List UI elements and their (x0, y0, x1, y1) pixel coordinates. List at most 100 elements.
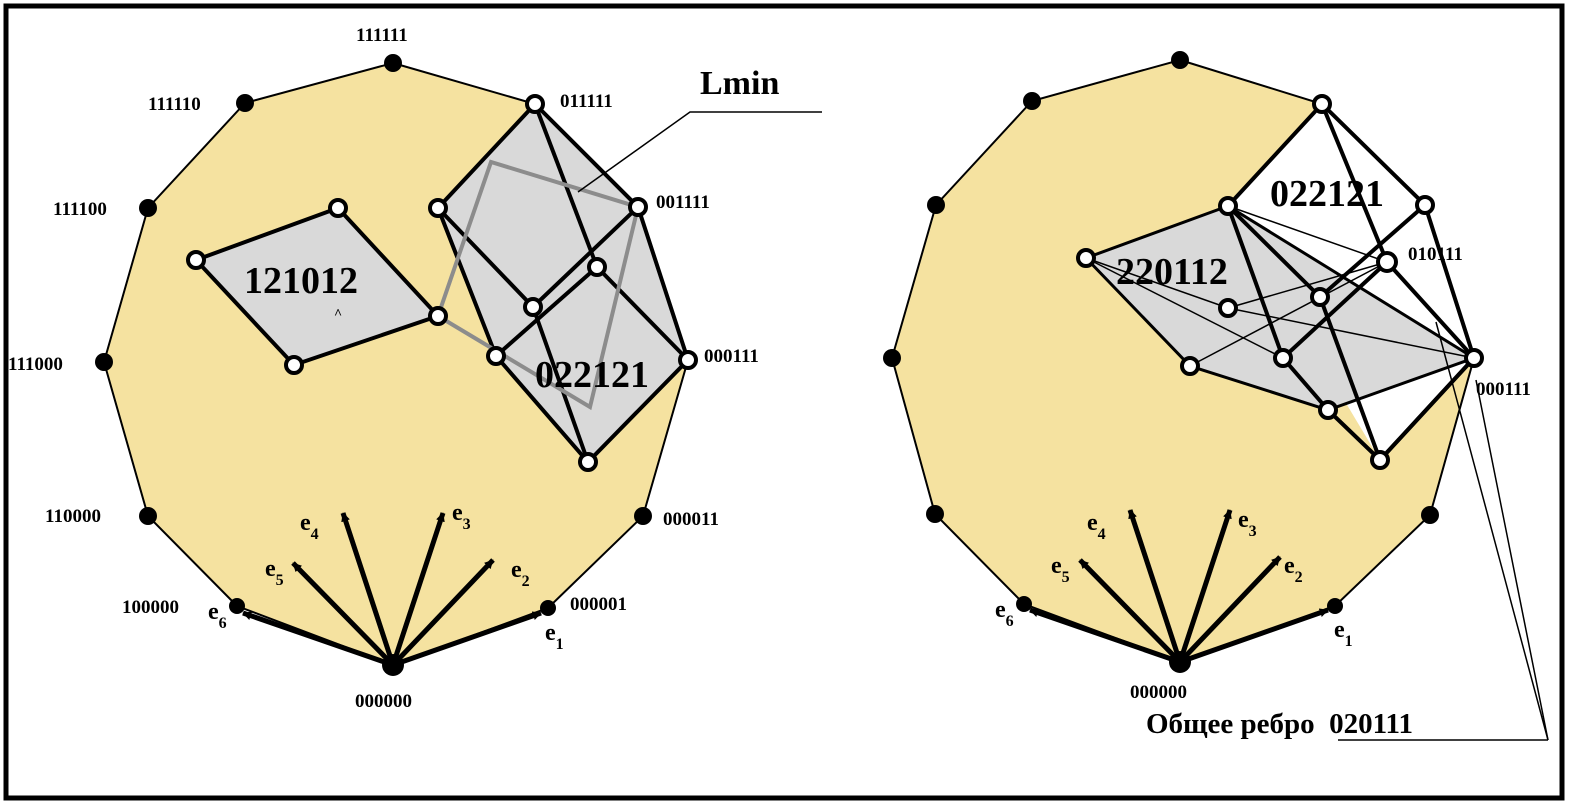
vertex-label: 000000 (355, 691, 412, 712)
vector-e6 (1029, 607, 1181, 665)
vertex-label: 110000 (45, 506, 101, 527)
vertex-dot (139, 507, 157, 525)
vertex-dot (95, 353, 113, 371)
right-caption-leader (1338, 321, 1549, 741)
vertex-dot (926, 505, 944, 523)
right-left-cell-label: 220112 (1116, 251, 1228, 293)
vertex-ring (1376, 251, 1398, 273)
vertex-label: 100000 (122, 597, 179, 618)
left-rhombus-label: 121012 (244, 260, 358, 302)
vertex-label: 111110 (148, 94, 201, 115)
vector-e4 (1127, 509, 1183, 663)
left-vertex-labels: 111111 111110 011111 001111 111100 00011… (8, 25, 759, 712)
vertex-label: 111000 (8, 354, 63, 375)
vertex-ring (186, 250, 206, 270)
vector-e6 (242, 610, 394, 668)
lmin-label: Lmin (700, 65, 779, 102)
vertex-ring (1218, 298, 1238, 318)
vertex-ring (1370, 450, 1390, 470)
vertex-ring (1318, 400, 1338, 420)
vertex-dot (1171, 51, 1189, 69)
vertex-label: 000000 (1130, 682, 1187, 703)
vertex-ring (428, 198, 448, 218)
left-figure: Lmin 121012 (8, 25, 822, 712)
vertex-label: 111111 (356, 25, 408, 46)
vertex-ring (428, 306, 448, 326)
vertex-dot (1327, 598, 1343, 614)
vertex-ring (1273, 348, 1293, 368)
vertex-label: 000111 (704, 346, 759, 367)
vector-label-e5: e5 (1051, 553, 1070, 586)
vector-label-e5: e5 (265, 556, 284, 589)
vertex-ring (587, 257, 607, 277)
right-figure: 022121 220112 010111 000111 000000 Общее… (883, 51, 1549, 741)
left-stray-caret: ^ (334, 307, 342, 322)
vector-e5 (1078, 558, 1182, 664)
vector-label-e4: e4 (1087, 510, 1106, 543)
vertex-dot (1023, 92, 1041, 110)
vector-e2 (1178, 555, 1282, 664)
vector-label-e1: e1 (545, 620, 564, 653)
vertex-ring (578, 452, 598, 472)
right-top-cell-label: 022121 (1270, 173, 1384, 215)
left-cube-label: 022121 (535, 354, 649, 396)
left-vector-labels: e1 e2 e3 e4 e5 e6 (208, 500, 564, 653)
vertex-dot (229, 598, 245, 614)
right-thick-edges (1226, 101, 1477, 463)
vector-label-e4: e4 (300, 510, 319, 543)
image-border (3, 3, 1565, 801)
vector-e3 (1177, 509, 1233, 663)
vertex-ring (1464, 348, 1484, 368)
vector-e2 (391, 558, 495, 667)
vertex-ring (486, 346, 506, 366)
vertex-dot (883, 349, 901, 367)
vector-label-e3: e3 (452, 500, 471, 533)
vertex-dot (139, 199, 157, 217)
vertex-ring (678, 350, 698, 370)
vertex-dot (1421, 506, 1439, 524)
right-hollow-vertices (1076, 94, 1484, 470)
vector-label-e2: e2 (1284, 553, 1303, 586)
right-basis-vectors (1029, 509, 1329, 665)
vertex-label: 000011 (663, 509, 719, 530)
shared-edge-caption: Общее ребро 020111 (1146, 708, 1413, 740)
vertex-dot (634, 507, 652, 525)
vertex-ring (628, 197, 648, 217)
vertex-label: 001111 (656, 192, 710, 213)
vector-label-e1: e1 (1334, 617, 1353, 650)
right-vector-labels: e1 e2 e3 e4 e5 e6 (995, 507, 1353, 650)
vertex-ring (284, 355, 304, 375)
left-basis-vectors (242, 512, 542, 668)
lmin-leader (577, 111, 822, 193)
vector-label-e6: e6 (995, 597, 1014, 630)
vertex-ring (525, 94, 545, 114)
vertex-ring (1312, 94, 1332, 114)
vertex-ring (1415, 195, 1435, 215)
left-hollow-vertices (186, 94, 698, 472)
vector-e1 (1179, 607, 1329, 665)
vertex-dot (236, 94, 254, 112)
vertex-ring (328, 198, 348, 218)
vertex-label: 000001 (570, 594, 627, 615)
vertex-ring (1180, 356, 1200, 376)
vertex-ring (1076, 248, 1096, 268)
vector-e4 (340, 512, 396, 666)
vertex-dot (1016, 596, 1032, 612)
vertex-label: 000111 (1476, 379, 1531, 400)
vertex-label: 111100 (53, 199, 107, 220)
vertex-dot (927, 196, 945, 214)
vector-label-e6: e6 (208, 599, 227, 632)
vector-e5 (291, 561, 395, 667)
vertex-dot (540, 600, 556, 616)
vector-label-e2: e2 (511, 557, 530, 590)
vector-e3 (390, 512, 446, 666)
vertex-dot (384, 54, 402, 72)
vertex-label: 011111 (560, 91, 613, 112)
vertex-ring (1310, 287, 1330, 307)
vertex-ring (523, 297, 543, 317)
left-black-vertices (95, 54, 652, 676)
vector-label-e3: e3 (1238, 507, 1257, 540)
vertex-ring (1218, 196, 1238, 216)
vector-e1 (392, 610, 542, 668)
